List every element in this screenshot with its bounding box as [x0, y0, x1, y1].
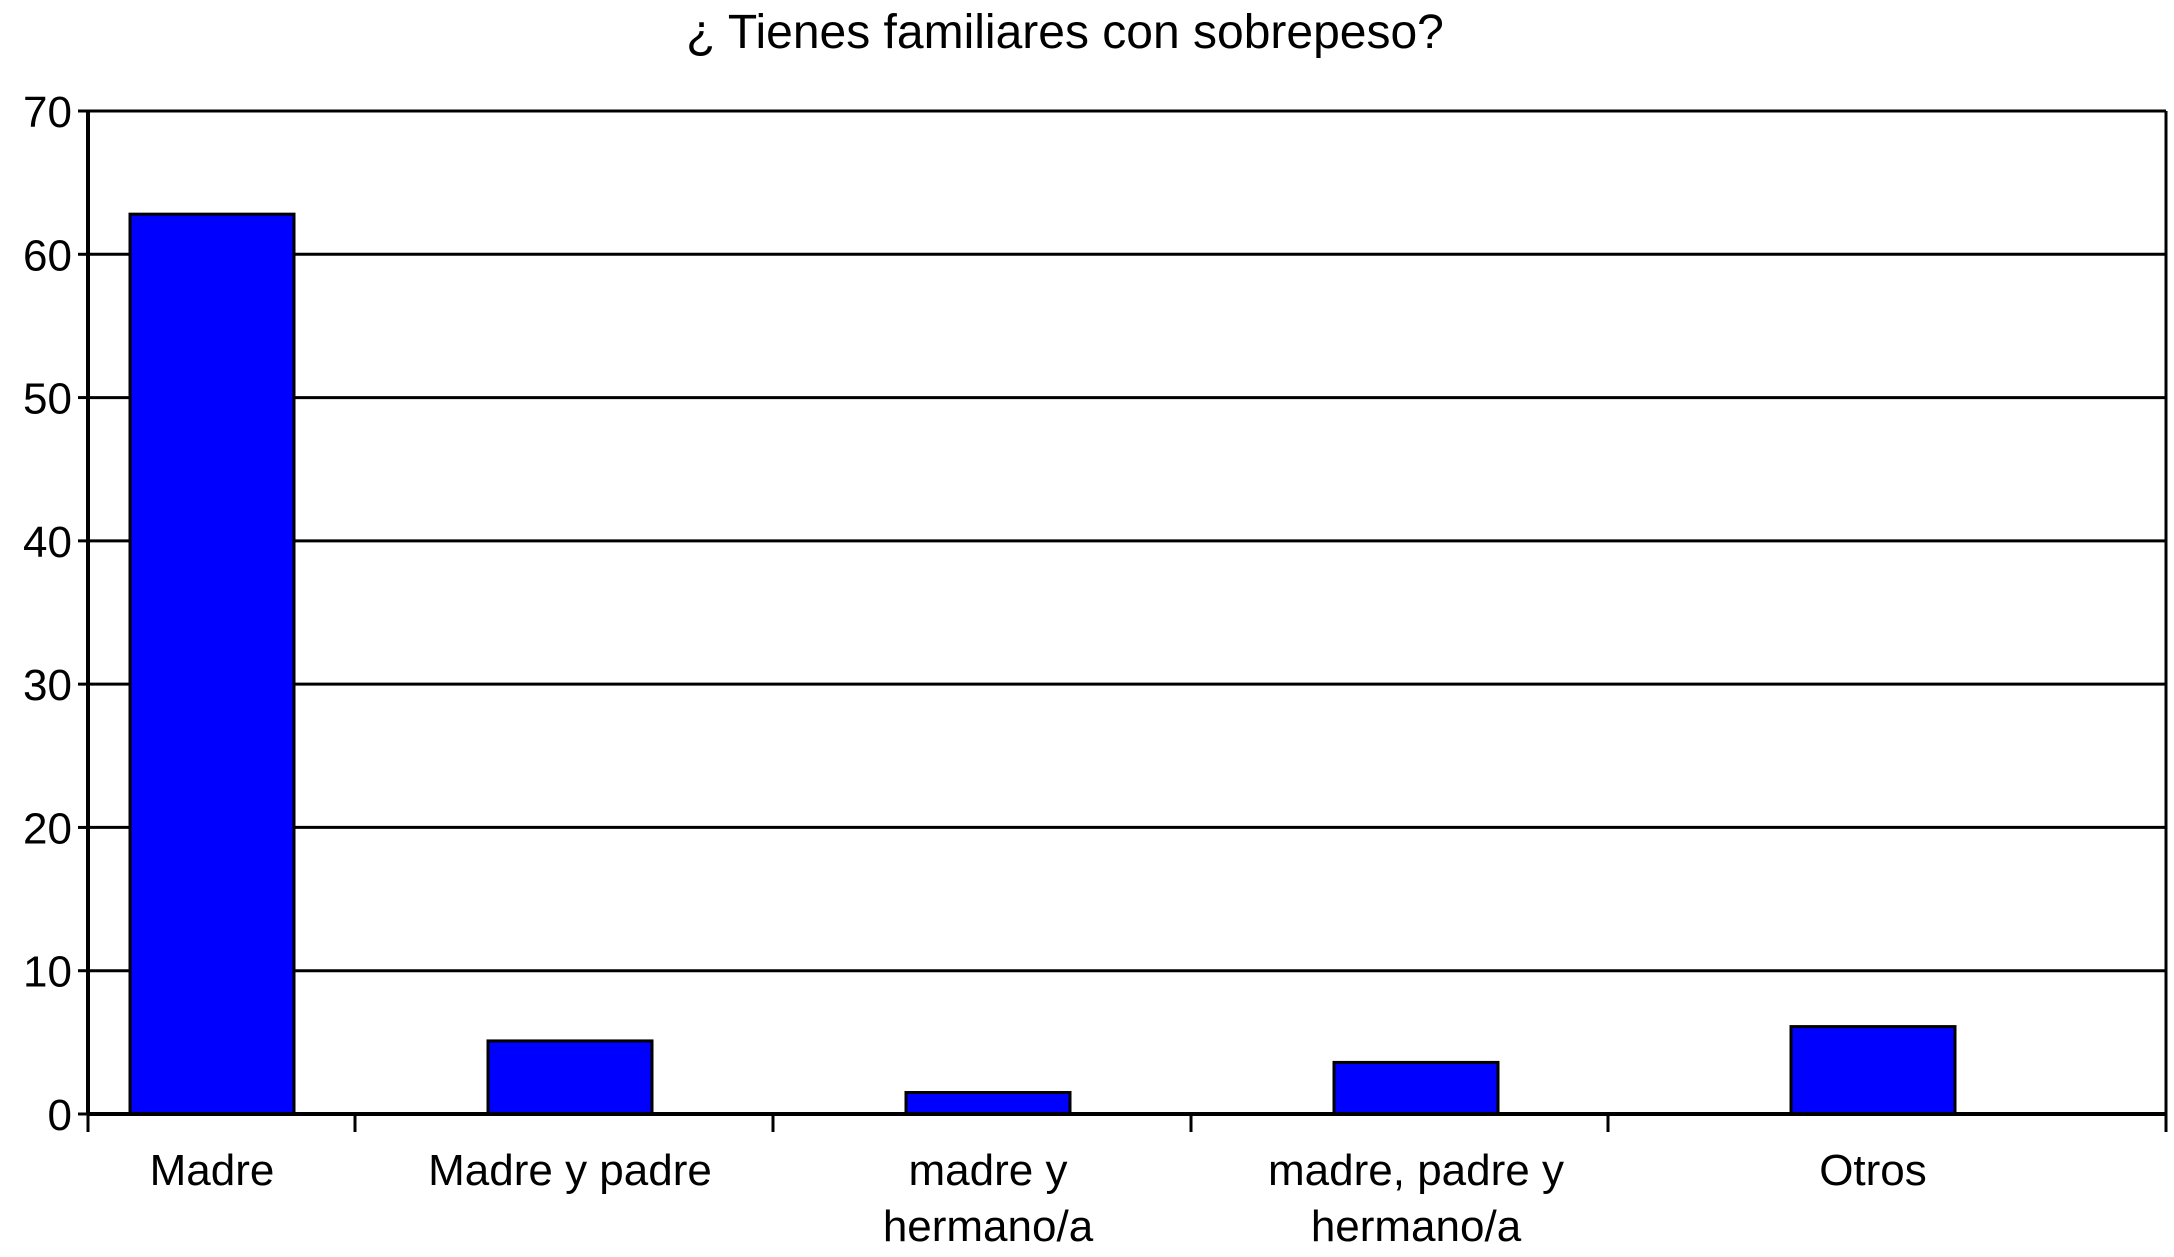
- x-tick-label: madre y hermano/a: [883, 1146, 1094, 1251]
- bar-2: [904, 1091, 1072, 1116]
- y-tick-label: 60: [23, 231, 72, 280]
- bar-3: [1332, 1060, 1500, 1116]
- y-tick-label: 20: [23, 804, 72, 853]
- tick-labels: 0 10 20 30 40 50 60 70 Madre Madre y padre madre y…: [23, 88, 1927, 1251]
- bar-4: [1789, 1025, 1957, 1116]
- bar-1: [486, 1039, 654, 1116]
- bar-0: [128, 212, 296, 1116]
- bars: [128, 212, 1957, 1116]
- y-tick-label: 30: [23, 661, 72, 710]
- y-tick-label: 0: [48, 1091, 72, 1140]
- y-tick-label: 10: [23, 948, 72, 997]
- x-tick-label: madre, padre y hermano/a: [1268, 1146, 1564, 1251]
- x-tick-label: Otros: [1819, 1146, 1927, 1195]
- y-tick-label: 40: [23, 518, 72, 567]
- axes: [78, 109, 2168, 1132]
- y-tick-label: 50: [23, 375, 72, 424]
- x-tick-label: Madre: [150, 1146, 275, 1195]
- chart-title: ¿ Tienes familiares con sobrepeso?: [686, 6, 1444, 59]
- y-tick-label: 70: [23, 88, 72, 137]
- gridlines: [88, 109, 2166, 973]
- x-tick-label: Madre y padre: [428, 1146, 712, 1195]
